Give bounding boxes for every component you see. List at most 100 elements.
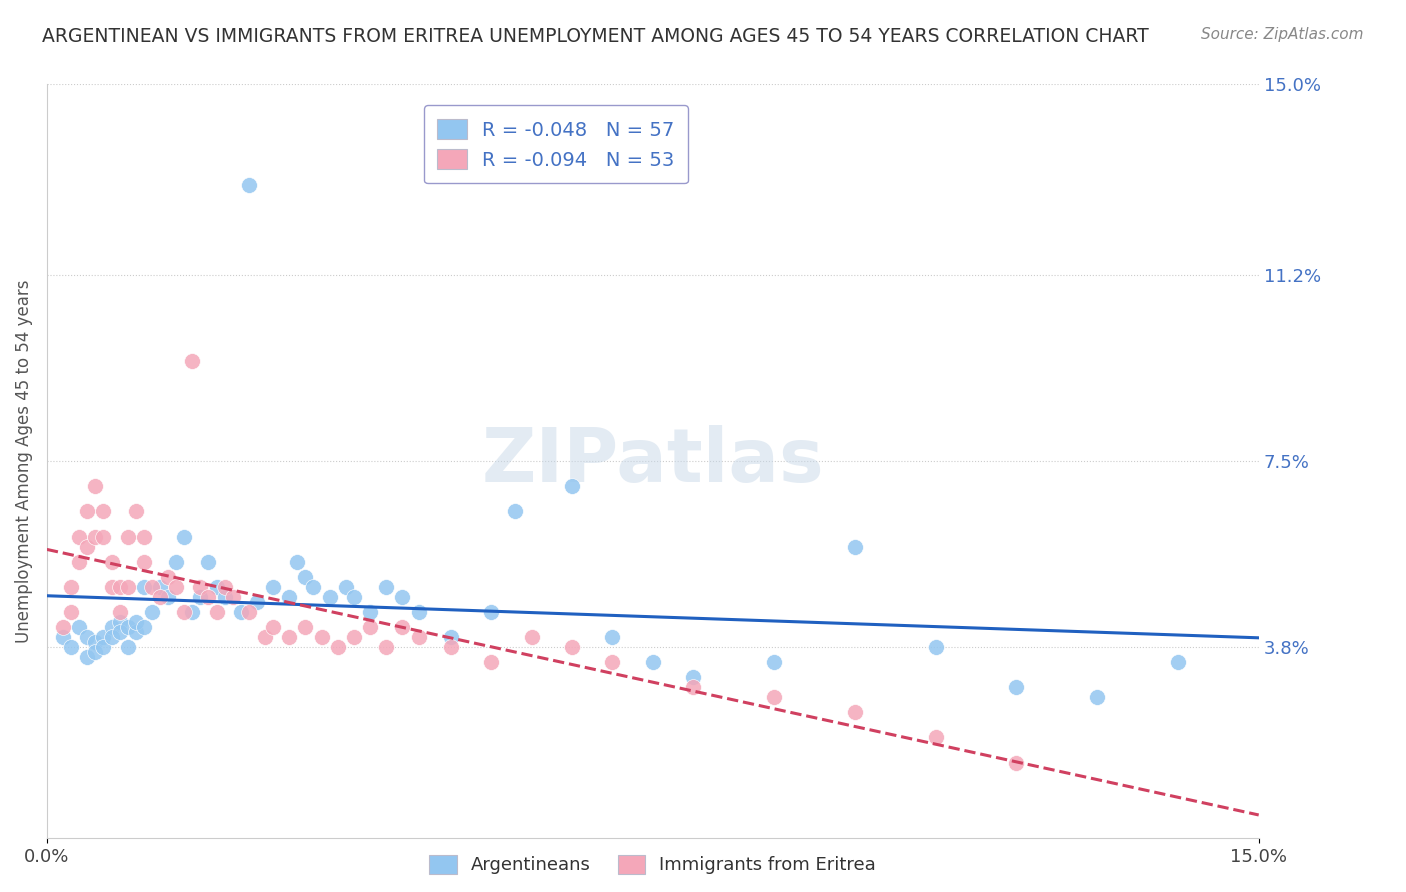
- Point: [311, 630, 333, 644]
- Point: [561, 640, 583, 654]
- Y-axis label: Unemployment Among Ages 45 to 54 years: Unemployment Among Ages 45 to 54 years: [15, 279, 32, 643]
- Point: [505, 504, 527, 518]
- Point: [165, 555, 187, 569]
- Point: [125, 615, 148, 629]
- Point: [294, 620, 316, 634]
- Point: [132, 555, 155, 569]
- Point: [190, 580, 212, 594]
- Point: [762, 655, 785, 669]
- Point: [125, 625, 148, 640]
- Point: [173, 530, 195, 544]
- Point: [641, 655, 664, 669]
- Point: [924, 731, 946, 745]
- Point: [100, 630, 122, 644]
- Point: [67, 620, 90, 634]
- Point: [76, 504, 98, 518]
- Point: [141, 605, 163, 619]
- Point: [1085, 690, 1108, 705]
- Point: [100, 555, 122, 569]
- Point: [359, 620, 381, 634]
- Point: [343, 630, 366, 644]
- Point: [100, 580, 122, 594]
- Point: [117, 530, 139, 544]
- Point: [197, 555, 219, 569]
- Point: [60, 605, 83, 619]
- Point: [262, 580, 284, 594]
- Point: [285, 555, 308, 569]
- Point: [149, 590, 172, 604]
- Point: [375, 640, 398, 654]
- Point: [682, 680, 704, 694]
- Point: [602, 655, 624, 669]
- Point: [157, 570, 180, 584]
- Point: [132, 620, 155, 634]
- Point: [302, 580, 325, 594]
- Point: [52, 630, 75, 644]
- Point: [125, 504, 148, 518]
- Point: [294, 570, 316, 584]
- Point: [76, 650, 98, 665]
- Point: [117, 580, 139, 594]
- Point: [76, 540, 98, 554]
- Point: [108, 615, 131, 629]
- Point: [108, 580, 131, 594]
- Point: [238, 605, 260, 619]
- Point: [1005, 756, 1028, 770]
- Point: [84, 635, 107, 649]
- Point: [108, 605, 131, 619]
- Point: [222, 590, 245, 604]
- Point: [214, 580, 236, 594]
- Point: [157, 590, 180, 604]
- Text: ARGENTINEAN VS IMMIGRANTS FROM ERITREA UNEMPLOYMENT AMONG AGES 45 TO 54 YEARS CO: ARGENTINEAN VS IMMIGRANTS FROM ERITREA U…: [42, 27, 1149, 45]
- Point: [278, 590, 301, 604]
- Point: [359, 605, 381, 619]
- Point: [229, 605, 252, 619]
- Point: [60, 580, 83, 594]
- Point: [67, 555, 90, 569]
- Point: [253, 630, 276, 644]
- Point: [762, 690, 785, 705]
- Point: [479, 655, 502, 669]
- Point: [181, 353, 204, 368]
- Point: [479, 605, 502, 619]
- Point: [93, 640, 115, 654]
- Point: [602, 630, 624, 644]
- Point: [343, 590, 366, 604]
- Point: [278, 630, 301, 644]
- Point: [238, 178, 260, 192]
- Point: [52, 620, 75, 634]
- Point: [60, 640, 83, 654]
- Point: [375, 580, 398, 594]
- Point: [408, 605, 430, 619]
- Point: [440, 630, 463, 644]
- Point: [100, 620, 122, 634]
- Point: [205, 605, 228, 619]
- Point: [132, 530, 155, 544]
- Text: Source: ZipAtlas.com: Source: ZipAtlas.com: [1201, 27, 1364, 42]
- Point: [326, 640, 349, 654]
- Point: [108, 625, 131, 640]
- Legend: Argentineans, Immigrants from Eritrea: Argentineans, Immigrants from Eritrea: [422, 848, 883, 881]
- Point: [844, 540, 866, 554]
- Point: [93, 530, 115, 544]
- Point: [93, 504, 115, 518]
- Point: [132, 580, 155, 594]
- Point: [318, 590, 340, 604]
- Point: [561, 479, 583, 493]
- Point: [84, 645, 107, 659]
- Point: [1167, 655, 1189, 669]
- Point: [335, 580, 357, 594]
- Point: [408, 630, 430, 644]
- Point: [197, 590, 219, 604]
- Point: [84, 530, 107, 544]
- Point: [682, 670, 704, 684]
- Point: [84, 479, 107, 493]
- Point: [141, 580, 163, 594]
- Point: [391, 620, 413, 634]
- Point: [117, 620, 139, 634]
- Point: [214, 590, 236, 604]
- Point: [262, 620, 284, 634]
- Text: ZIPatlas: ZIPatlas: [481, 425, 824, 498]
- Point: [440, 640, 463, 654]
- Point: [93, 630, 115, 644]
